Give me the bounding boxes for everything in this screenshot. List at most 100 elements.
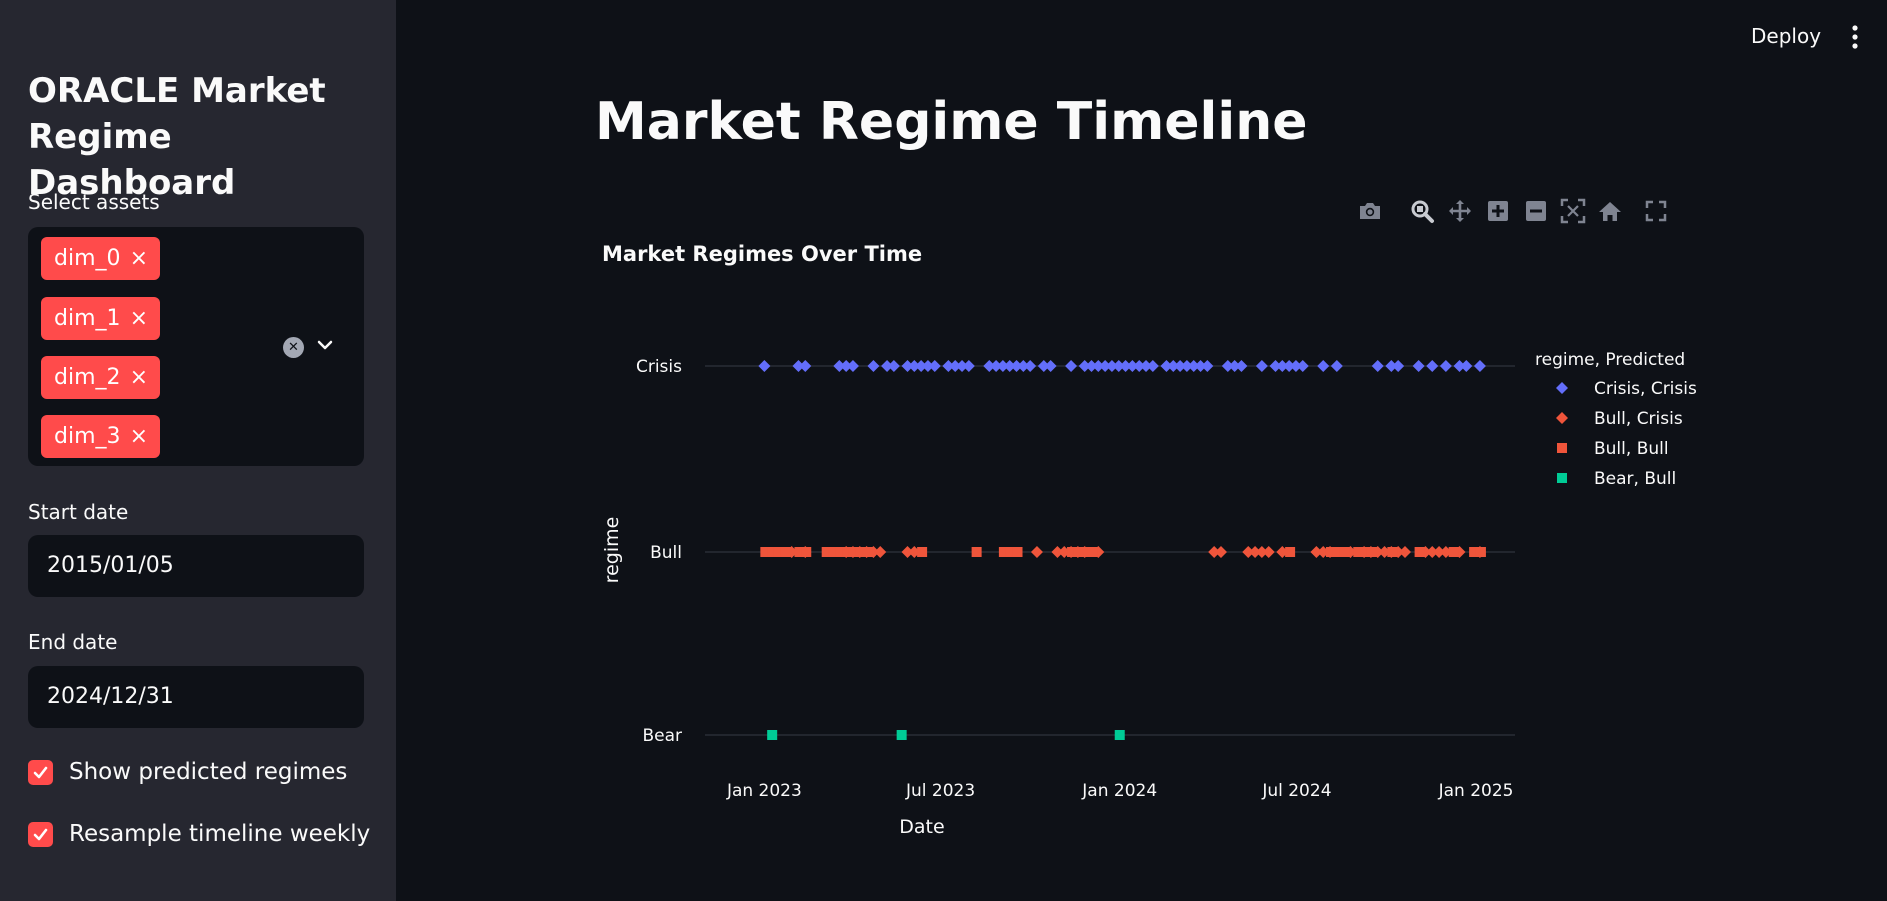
y-tick-label: Crisis	[636, 357, 682, 377]
data-point	[998, 547, 1009, 557]
data-point	[1003, 360, 1016, 372]
data-point	[1310, 546, 1323, 558]
asset-tag-label: dim_2	[54, 365, 121, 390]
data-point	[1208, 546, 1221, 558]
data-point	[901, 360, 914, 372]
home-icon[interactable]	[1595, 196, 1625, 226]
sidebar: ORACLE Market Regime Dashboard Select as…	[0, 0, 396, 901]
x-tick-label: Jan 2024	[1081, 781, 1157, 801]
chart-modebar	[1355, 196, 1695, 226]
data-point	[908, 360, 921, 372]
data-point	[1392, 360, 1405, 372]
data-point	[1289, 360, 1302, 372]
data-point	[846, 360, 859, 372]
data-point	[901, 546, 914, 558]
assets-multiselect[interactable]: dim_0 × dim_1 × dim_2 × dim_3 × ✕	[28, 227, 364, 466]
data-point	[840, 360, 853, 372]
autoscale-icon[interactable]	[1558, 196, 1588, 226]
tag-remove-icon[interactable]: ×	[129, 424, 148, 449]
clear-all-icon[interactable]: ✕	[283, 337, 304, 358]
tag-remove-icon[interactable]: ×	[129, 365, 148, 390]
data-point	[1339, 547, 1350, 557]
data-point	[908, 546, 921, 558]
data-point	[1453, 360, 1466, 372]
data-point	[1439, 360, 1452, 372]
data-point	[1180, 360, 1193, 372]
data-point	[1005, 547, 1016, 557]
fullscreen-icon[interactable]	[1641, 196, 1671, 226]
data-point	[915, 360, 928, 372]
data-point	[1269, 360, 1282, 372]
data-point	[1475, 547, 1486, 557]
data-point	[1012, 547, 1023, 557]
data-point	[1037, 360, 1050, 372]
chevron-down-icon[interactable]	[315, 335, 335, 355]
pan-icon[interactable]	[1445, 196, 1475, 226]
asset-tag[interactable]: dim_2 ×	[41, 356, 160, 399]
data-point	[1051, 546, 1064, 558]
data-point	[792, 360, 805, 372]
legend-marker	[1556, 382, 1568, 394]
data-point	[881, 360, 894, 372]
data-point	[1114, 730, 1125, 740]
data-point	[887, 360, 900, 372]
data-point	[848, 547, 859, 557]
data-point	[1276, 360, 1289, 372]
data-point	[1419, 546, 1432, 558]
end-date-input[interactable]: 2024/12/31	[28, 666, 364, 728]
zoom-out-icon[interactable]	[1521, 196, 1551, 226]
asset-tag[interactable]: dim_0 ×	[41, 237, 160, 280]
data-point	[1092, 360, 1105, 372]
data-point	[1167, 360, 1180, 372]
show-predicted-checkbox[interactable]	[28, 759, 53, 785]
assets-label: Select assets	[28, 190, 160, 214]
deploy-button[interactable]: Deploy	[1751, 24, 1822, 48]
x-tick-label: Jul 2023	[905, 781, 975, 801]
data-point	[794, 547, 805, 557]
data-point	[896, 730, 907, 740]
data-point	[1194, 360, 1207, 372]
show-predicted-checkbox-row[interactable]: Show predicted regimes	[28, 758, 347, 786]
zoom-in-icon[interactable]	[1483, 196, 1513, 226]
start-date-input[interactable]: 2015/01/05	[28, 535, 364, 597]
regime-scatter-chart: Market Regimes Over Time BearBullCrisis …	[601, 242, 1697, 838]
data-point	[767, 730, 778, 740]
asset-tag[interactable]: dim_1 ×	[41, 297, 160, 340]
data-point	[1187, 360, 1200, 372]
data-point	[983, 360, 996, 372]
asset-tag[interactable]: dim_3 ×	[41, 415, 160, 458]
data-point	[801, 547, 812, 557]
chart-title: Market Regimes Over Time	[602, 242, 922, 266]
data-point	[1296, 360, 1309, 372]
data-point	[874, 546, 887, 558]
kebab-menu-icon[interactable]	[1848, 24, 1862, 50]
check-icon	[33, 766, 48, 778]
data-point	[990, 360, 1003, 372]
check-icon	[33, 828, 48, 840]
data-point	[867, 360, 880, 372]
data-point	[1398, 546, 1411, 558]
resample-checkbox[interactable]	[28, 821, 53, 847]
data-point	[1255, 546, 1268, 558]
asset-tag-label: dim_0	[54, 246, 121, 271]
tag-remove-icon[interactable]: ×	[129, 306, 148, 331]
x-tick-label: Jan 2025	[1438, 781, 1514, 801]
data-point	[1249, 546, 1262, 558]
resample-checkbox-row[interactable]: Resample timeline weekly	[28, 820, 370, 848]
data-point	[1469, 547, 1480, 557]
data-point	[1067, 547, 1078, 557]
data-point	[1030, 546, 1043, 558]
data-point	[1353, 547, 1364, 557]
data-point	[1412, 360, 1425, 372]
data-point	[842, 547, 853, 557]
start-date-label: Start date	[28, 500, 129, 524]
data-point	[1473, 360, 1486, 372]
data-point	[956, 360, 969, 372]
tag-remove-icon[interactable]: ×	[129, 246, 148, 271]
data-point	[833, 360, 846, 372]
data-point	[1024, 360, 1037, 372]
data-point	[1126, 360, 1139, 372]
data-point	[758, 360, 771, 372]
zoom-icon[interactable]	[1407, 196, 1437, 226]
camera-icon[interactable]	[1355, 196, 1385, 226]
